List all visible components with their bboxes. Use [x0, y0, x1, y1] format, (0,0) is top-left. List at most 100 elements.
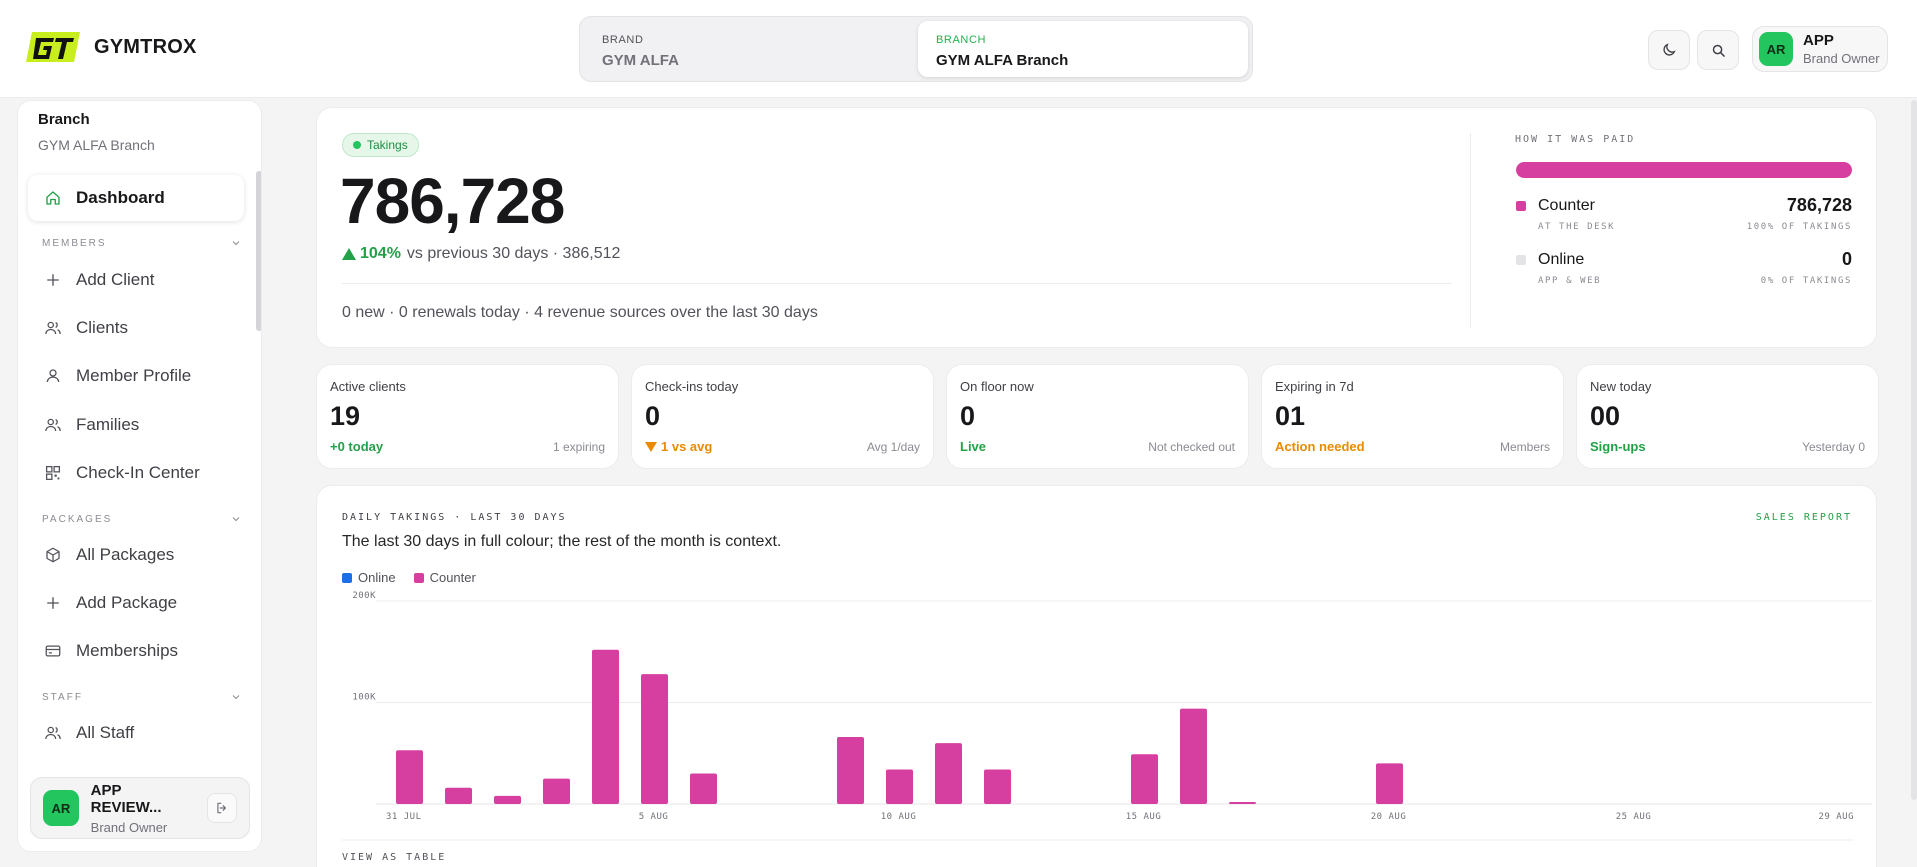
method-value: 786,728 [1786, 195, 1852, 215]
legend-item-online[interactable]: Online [342, 570, 396, 585]
sidebar-scrollbar[interactable] [256, 171, 261, 331]
sidebar-item-check-in-center[interactable]: Check-In Center [28, 450, 244, 496]
takings-card: Takings 786,728 104% vs previous 30 days… [316, 107, 1877, 348]
divider [1470, 133, 1471, 328]
triangle-down-icon [645, 441, 657, 452]
stat-note-text: 1 vs avg [661, 439, 713, 454]
sidebar-context-title: Branch [38, 111, 90, 128]
sidebar-item-all-staff[interactable]: All Staff [28, 710, 244, 756]
x-tick-label: 25 AUG [1616, 812, 1652, 822]
sidebar-user-name: APP REVIEW... [90, 781, 162, 816]
sidebar-item-all-packages[interactable]: All Packages [28, 532, 244, 578]
sidebar-item-label: All Staff [76, 723, 135, 742]
users-icon [45, 321, 61, 335]
app-name: GYMTROX [94, 35, 197, 58]
divider [342, 283, 1452, 284]
sidebar-item-label: Member Profile [76, 366, 192, 385]
sidebar-item-add-client[interactable]: Add Client [28, 257, 244, 303]
logout-button[interactable] [207, 793, 237, 823]
sidebar-item-add-package[interactable]: Add Package [28, 580, 244, 626]
stat-card-check-ins-today[interactable]: Check-ins today 0 1 vs avg Avg 1/day [631, 364, 934, 469]
sidebar-item-memberships[interactable]: Memberships [28, 628, 244, 674]
legend-label: Online [358, 570, 396, 585]
branch-caption: BRANCH [936, 34, 987, 46]
section-members-header[interactable]: MEMBERS [42, 237, 242, 249]
sidebar-item-clients[interactable]: Clients [28, 305, 244, 351]
stat-value: 00 [1590, 401, 1621, 431]
bar-counter [543, 778, 570, 804]
top-bar: GYMTROX BRAND GYM ALFA BRANCH GYM ALFA B… [0, 0, 1917, 98]
sidebar-user-role: Brand Owner [90, 819, 168, 835]
chevron-down-icon [232, 517, 240, 522]
method-value: 0 [1841, 249, 1852, 269]
box-icon [46, 547, 60, 563]
stat-note-text: Sign-ups [1590, 439, 1646, 454]
section-label: MEMBERS [42, 237, 107, 249]
sidebar-item-member-profile[interactable]: Member Profile [28, 353, 244, 399]
theme-toggle-button[interactable] [1648, 30, 1690, 70]
sidebar-item-label: Add Package [76, 593, 178, 612]
bar-counter [935, 743, 962, 804]
payment-share-bar [1516, 162, 1852, 178]
sidebar-item-dashboard[interactable]: Dashboard [28, 175, 244, 221]
legend-item-counter[interactable]: Counter [413, 570, 476, 585]
brand-branch-switcher: BRAND GYM ALFA BRANCH GYM ALFA Branch [579, 16, 1253, 82]
legend-swatch [342, 572, 352, 583]
daily-takings-card: 200K 100K 31 JUL 5 AUG 10 AUG 15 AUG 20 AUG 25 … [316, 485, 1877, 867]
stat-card-active-clients[interactable]: Active clients 19 +0 today 1 expiring [316, 364, 619, 469]
view-as-table-link[interactable]: VIEW AS TABLE [342, 852, 447, 863]
method-share: 100% OF TAKINGS [1746, 222, 1852, 232]
stat-meta: Not checked out [1148, 440, 1235, 454]
stat-card-on-floor-now[interactable]: On floor now 0 Live Not checked out [946, 364, 1249, 469]
pill-label: Takings [367, 138, 408, 152]
legend-label: Counter [429, 570, 476, 585]
user-icon [46, 369, 60, 383]
section-staff-header[interactable]: STAFF [42, 691, 242, 703]
method-sub: AT THE DESK [1538, 222, 1616, 232]
sidebar-context-value: GYM ALFA Branch [38, 137, 155, 153]
logout-icon [217, 802, 227, 814]
user-menu[interactable]: AR APP Brand Owner [1752, 26, 1888, 72]
bar-counter [1131, 754, 1158, 804]
bar-counter [641, 674, 668, 804]
page-scrollbar[interactable] [1911, 100, 1917, 800]
avatar: AR [1759, 32, 1793, 66]
x-tick-label: 29 AUG [1818, 812, 1854, 822]
stat-note-text: Action needed [1275, 439, 1365, 454]
x-tick-label: 5 AUG [639, 812, 669, 822]
app-logo[interactable]: GYMTROX [24, 30, 197, 64]
bar-counter [837, 737, 864, 804]
plus-icon [47, 597, 59, 609]
brand-selector[interactable]: BRAND GYM ALFA [584, 21, 918, 77]
stat-meta: 1 expiring [552, 440, 605, 454]
brand-value: GYM ALFA [602, 52, 679, 69]
stat-label: New today [1590, 379, 1652, 394]
stat-meta: Members [1499, 440, 1550, 454]
section-packages-header[interactable]: PACKAGES [42, 513, 242, 525]
sidebar-item-label: Families [76, 415, 140, 434]
branch-selector[interactable]: BRANCH GYM ALFA Branch [918, 21, 1248, 77]
sidebar-item-label: Add Client [76, 270, 155, 289]
stat-note-text: +0 today [330, 439, 384, 454]
stat-meta: Avg 1/day [866, 440, 920, 454]
stat-value: 0 [645, 401, 661, 431]
bar-counter [690, 773, 717, 804]
sidebar-user-card[interactable]: AR APP REVIEW... Brand Owner [30, 777, 250, 839]
payment-method-online: Online 0 APP & WEB 0% OF TAKINGS [1516, 249, 1852, 286]
method-sub: APP & WEB [1538, 276, 1602, 286]
stat-value: 0 [960, 401, 976, 431]
bar-counter [984, 769, 1011, 804]
bar-counter [1180, 708, 1207, 804]
sales-report-link[interactable]: SALES REPORT [1755, 512, 1852, 523]
stat-note: Sign-ups [1590, 439, 1646, 454]
moon-icon [1663, 43, 1676, 56]
sidebar-item-families[interactable]: Families [28, 402, 244, 448]
stat-card-new-today[interactable]: New today 00 Sign-ups Yesterday 0 [1576, 364, 1879, 469]
chart-legend: Online Counter [342, 570, 476, 585]
chart-caption: DAILY TAKINGS · LAST 30 DAYS [342, 512, 567, 523]
stat-card-expiring-7d[interactable]: Expiring in 7d 01 Action needed Members [1261, 364, 1564, 469]
search-button[interactable] [1697, 30, 1739, 70]
delta-context: vs previous 30 days · 386,512 [406, 245, 621, 262]
x-tick-label: 31 JUL [386, 812, 422, 822]
triangle-up-icon [342, 248, 356, 260]
